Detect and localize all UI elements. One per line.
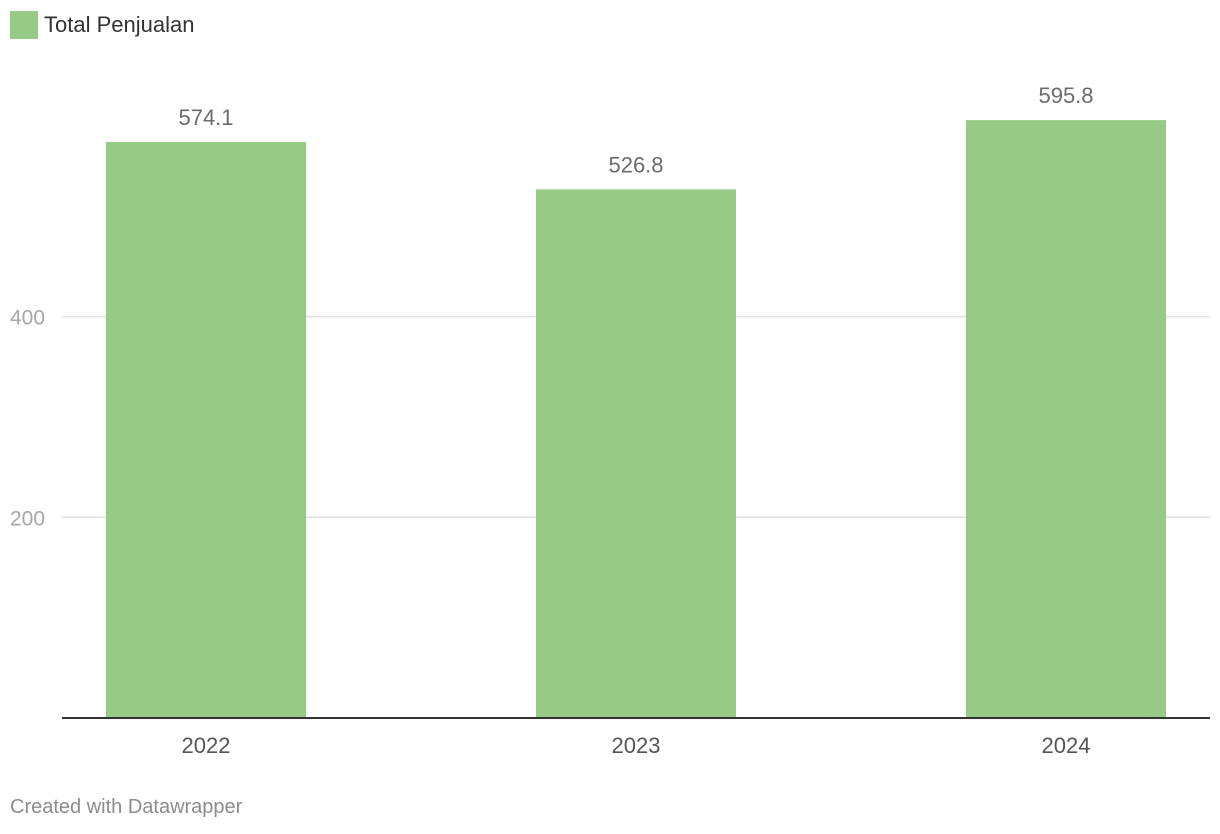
x-tick-label-2023: 2023 (612, 733, 661, 758)
bar-2023 (536, 189, 736, 718)
bar-2024 (966, 120, 1166, 719)
legend-swatch (10, 11, 38, 39)
credit-text: Created with Datawrapper (10, 796, 243, 818)
x-tick-label-2024: 2024 (1042, 733, 1091, 758)
x-tick-label-2022: 2022 (182, 733, 231, 758)
legend-label: Total Penjualan (44, 12, 195, 37)
y-tick-label-200: 200 (10, 507, 45, 530)
value-label-2023: 526.8 (608, 152, 663, 177)
bar-2022 (106, 141, 306, 719)
y-tick-label-400: 400 (10, 307, 45, 330)
value-label-2022: 574.1 (178, 105, 233, 130)
value-label-2024: 595.8 (1038, 83, 1093, 108)
legend: Total Penjualan (10, 11, 194, 39)
